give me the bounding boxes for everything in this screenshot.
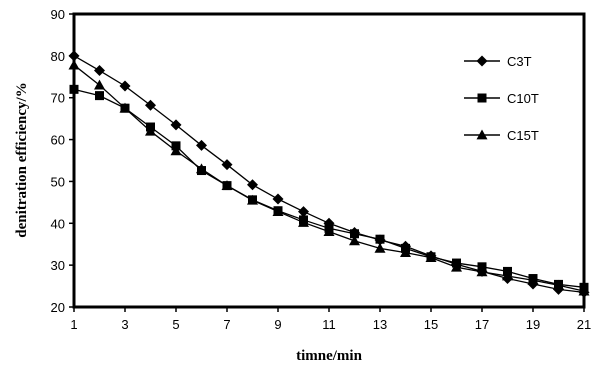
- data-point: [95, 91, 104, 101]
- y-tick-label: 90: [51, 7, 65, 22]
- y-tick-label: 40: [51, 216, 65, 231]
- x-axis-ticks: 1 3 5 7 9 11 13 15 17 19 21: [70, 307, 591, 332]
- data-point: [349, 235, 360, 246]
- y-tick-label: 20: [51, 300, 65, 315]
- legend-label: C15T: [507, 128, 539, 143]
- data-point: [502, 270, 513, 281]
- data-point: [578, 285, 590, 296]
- data-point: [145, 125, 156, 136]
- series-c15t: [68, 59, 590, 296]
- x-tick-label: 13: [373, 317, 387, 332]
- legend-item-c10t: C10T: [464, 91, 539, 106]
- data-point: [553, 279, 564, 290]
- data-point: [298, 216, 309, 227]
- data-point: [68, 50, 80, 62]
- data-point: [196, 139, 207, 151]
- plot-area: [72, 12, 586, 309]
- x-axis-title: timne/min: [296, 348, 362, 364]
- legend: C3T C10T C15T: [464, 54, 539, 143]
- data-point: [247, 179, 258, 191]
- y-tick-label: 30: [51, 258, 65, 273]
- data-point: [221, 180, 233, 191]
- legend-label: C10T: [507, 91, 539, 106]
- legend-marker: [477, 93, 487, 103]
- x-tick-label: 19: [526, 317, 540, 332]
- x-tick-label: 1: [70, 317, 77, 332]
- x-tick-label: 7: [223, 317, 230, 332]
- legend-marker: [476, 55, 488, 67]
- data-point: [94, 79, 105, 90]
- y-tick-label: 70: [51, 91, 65, 106]
- x-tick-label: 5: [172, 317, 179, 332]
- data-point: [247, 194, 258, 205]
- legend-item-c3t: C3T: [464, 54, 532, 69]
- data-point: [119, 102, 131, 113]
- x-tick-label: 15: [424, 317, 438, 332]
- data-point: [170, 145, 182, 156]
- series-layer: [68, 50, 590, 298]
- data-point: [272, 206, 284, 216]
- data-point: [119, 80, 131, 92]
- data-point: [350, 229, 359, 239]
- x-tick-label: 17: [475, 317, 489, 332]
- legend-label: C3T: [507, 54, 532, 69]
- data-point: [68, 59, 80, 70]
- data-point: [69, 84, 79, 94]
- data-point: [221, 159, 233, 171]
- y-tick-label: 50: [51, 174, 65, 189]
- legend-marker: [476, 129, 488, 140]
- data-point: [451, 261, 462, 272]
- data-point: [527, 274, 539, 285]
- data-point: [196, 163, 207, 174]
- y-axis-title: denitration efficiency/%: [14, 82, 30, 237]
- x-tick-label: 9: [274, 317, 281, 332]
- data-point: [374, 242, 386, 253]
- data-point: [94, 65, 105, 77]
- y-axis-ticks: 20 30 40 50 60 70 80 90: [51, 7, 74, 315]
- data-point: [272, 193, 284, 205]
- data-point: [145, 99, 156, 111]
- data-point: [323, 226, 335, 237]
- data-point: [170, 119, 182, 131]
- x-tick-label: 11: [322, 317, 336, 332]
- data-point: [400, 247, 411, 257]
- x-tick-label: 3: [121, 317, 128, 332]
- data-point: [375, 234, 385, 244]
- data-point: [298, 206, 309, 218]
- y-tick-label: 80: [51, 49, 65, 64]
- data-point: [476, 266, 488, 277]
- y-tick-label: 60: [51, 133, 65, 148]
- data-point: [425, 252, 437, 263]
- legend-item-c15t: C15T: [464, 128, 539, 143]
- x-tick-label: 21: [577, 317, 591, 332]
